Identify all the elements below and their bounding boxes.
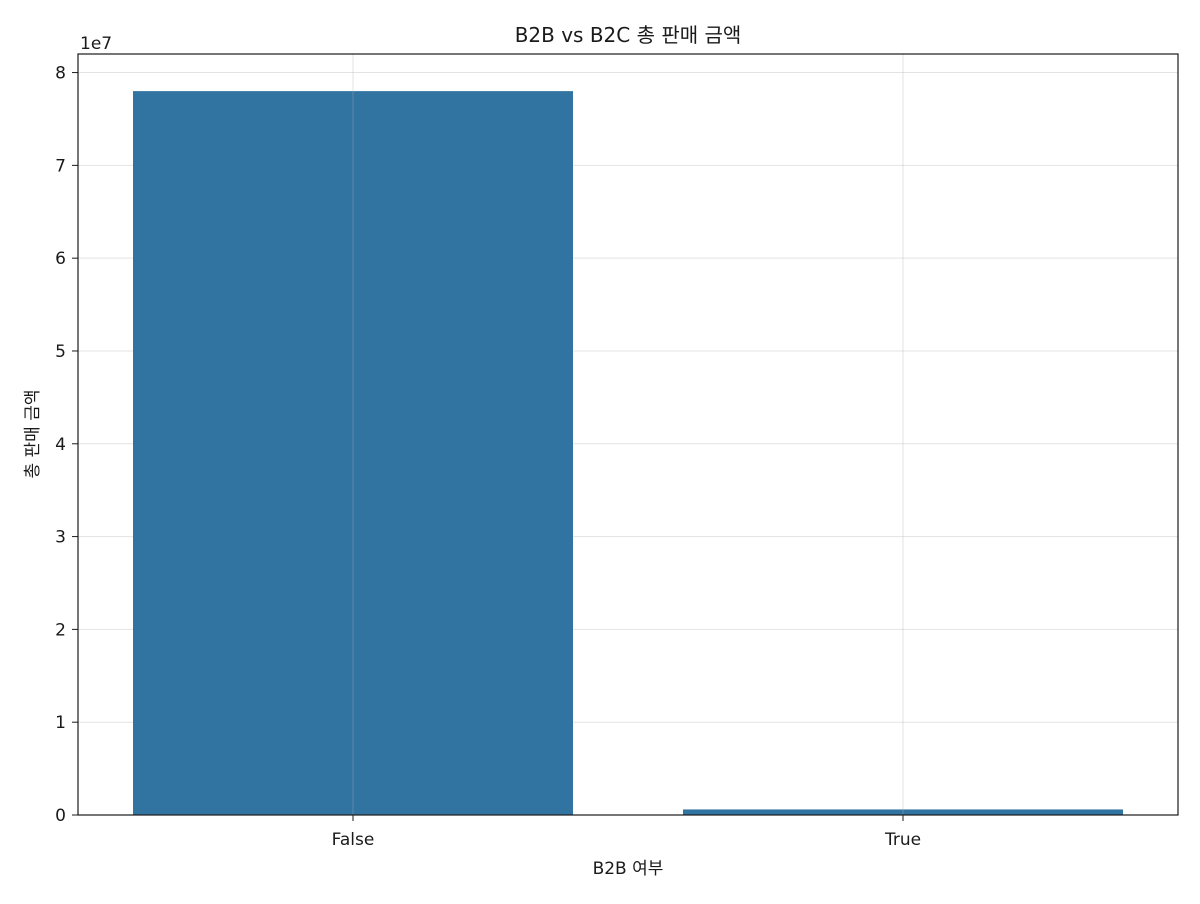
y-tick-label: 4 [55,435,66,455]
y-tick-label: 5 [55,342,66,362]
y-offset-label: 1e7 [80,34,112,54]
y-tick-label: 3 [55,528,66,548]
bar-true [683,809,1123,815]
x-axis-label: B2B 여부 [593,859,664,879]
bar-false [133,91,573,815]
chart-title: B2B vs B2C 총 판매 금액 [515,23,742,47]
y-tick-label: 6 [55,249,66,269]
x-tick-label: False [332,830,375,850]
plot-frame [77,53,1179,816]
y-axis-label: 총 판매 금액 [23,389,43,478]
tick-layer: 0 1 2 3 4 5 6 7 8 False True [55,64,921,850]
x-tick-label: True [884,830,921,850]
y-tick-label: 1 [55,713,66,733]
y-tick-label: 7 [55,156,66,176]
y-tick-label: 2 [55,620,66,640]
bar-layer [133,91,1123,815]
y-tick-label: 0 [55,806,66,826]
y-tick-label: 8 [55,64,66,84]
x-grid-layer [352,54,904,815]
